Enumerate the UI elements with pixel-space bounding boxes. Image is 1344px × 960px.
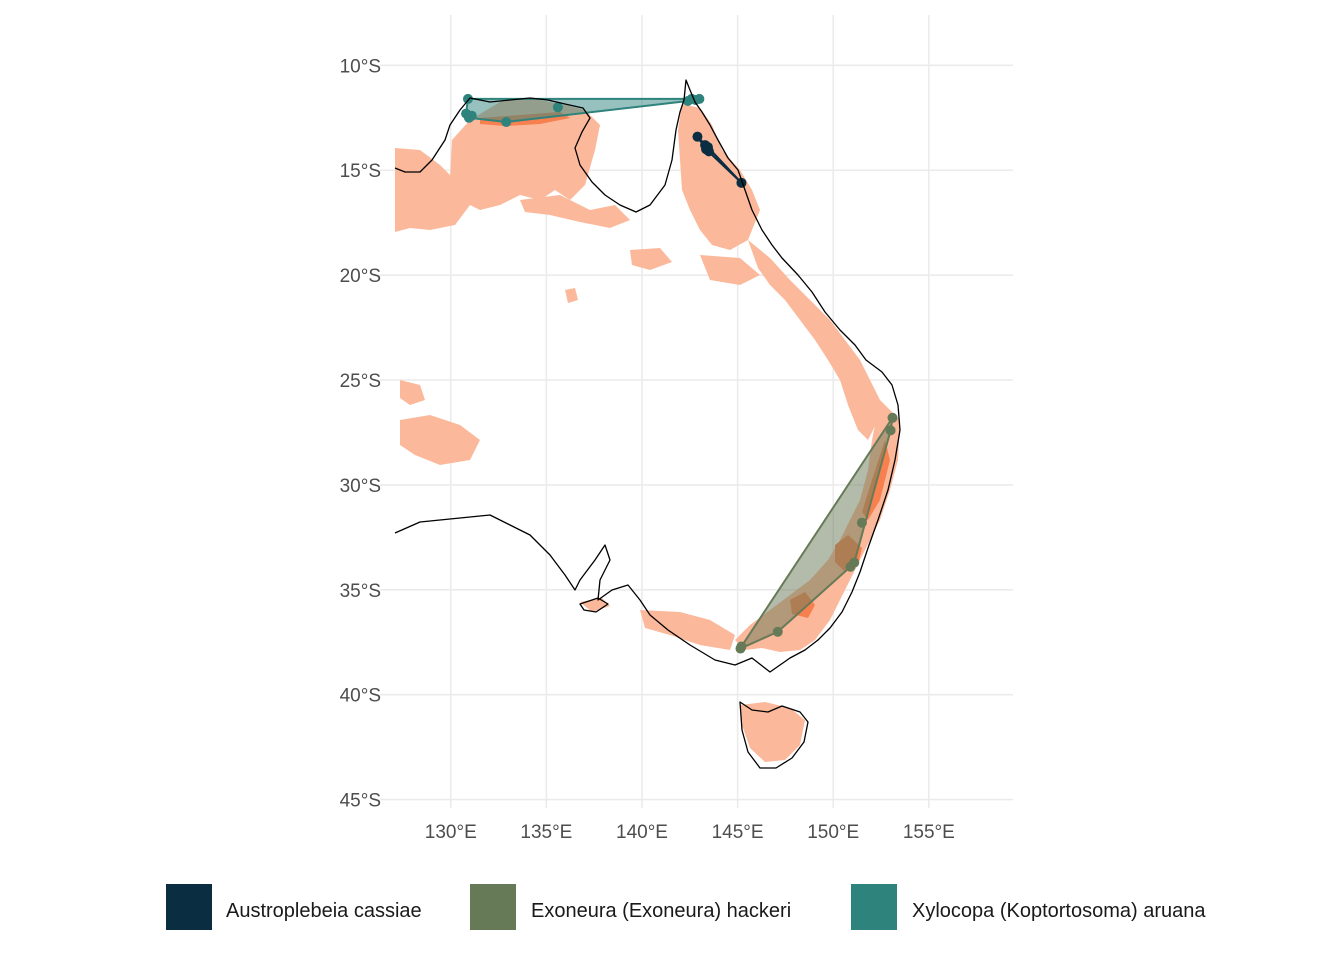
habitat-interior-3 xyxy=(565,288,578,303)
legend-label-xylocopa-aruana: Xylocopa (Koptortosoma) aruana xyxy=(912,900,1206,922)
legend-key-exoneura-hackeri xyxy=(470,884,516,930)
habitat-se-coast xyxy=(735,400,900,652)
habitat-interior-1 xyxy=(400,415,480,465)
species-occurrence-layer xyxy=(461,93,898,654)
occurrence-point-exoneura-exoneura-hackeri xyxy=(845,561,856,572)
legend-label-austroplebeia-cassiae: Austroplebeia cassiae xyxy=(226,900,422,922)
occurrence-point-xylocopa-koptortosoma-aruana xyxy=(694,93,705,104)
occurrence-point-xylocopa-koptortosoma-aruana xyxy=(463,112,474,123)
occurrence-point-exoneura-exoneura-hackeri xyxy=(772,626,783,637)
x-axis-labels: 130°E 135°E 140°E 145°E 150°E 155°E xyxy=(425,822,955,843)
range-hull-exoneura-exoneura-hackeri xyxy=(739,416,894,650)
y-tick-label: 15°S xyxy=(340,161,381,182)
habitat-layer xyxy=(395,98,900,762)
coastline-tasmania xyxy=(739,701,809,769)
occurrence-point-xylocopa-koptortosoma-aruana xyxy=(462,93,473,104)
coastline-kangaroo-island xyxy=(579,597,609,613)
occurrence-point-exoneura-exoneura-hackeri xyxy=(856,517,867,528)
occurrence-point-exoneura-exoneura-hackeri xyxy=(735,643,746,654)
habitat-kimberley xyxy=(395,148,470,232)
y-tick-label: 25°S xyxy=(340,371,381,392)
x-tick-label: 145°E xyxy=(712,822,764,843)
x-tick-label: 150°E xyxy=(807,822,859,843)
y-tick-label: 10°S xyxy=(340,56,381,77)
occurrence-point-xylocopa-koptortosoma-aruana xyxy=(552,102,563,113)
habitat-tasmania xyxy=(740,702,805,762)
habitat-interior-5 xyxy=(700,255,760,285)
legend-label-exoneura-hackeri: Exoneura (Exoneura) hackeri xyxy=(531,900,791,922)
occurrence-point-austroplebeia-cassiae xyxy=(692,131,703,142)
occurrence-point-exoneura-exoneura-hackeri xyxy=(887,412,898,423)
legend-key-austroplebeia-cassiae xyxy=(166,884,212,930)
habitat-interior-2 xyxy=(400,380,425,405)
y-tick-label: 45°S xyxy=(340,791,381,812)
x-tick-label: 135°E xyxy=(520,822,572,843)
occurrence-point-xylocopa-koptortosoma-aruana xyxy=(501,116,512,127)
habitat-gulf xyxy=(520,195,630,228)
habitat-cape-york xyxy=(678,104,760,250)
coastline xyxy=(394,79,901,769)
habitat-victoria xyxy=(640,610,735,650)
y-tick-label: 30°S xyxy=(340,476,381,497)
occurrence-point-exoneura-exoneura-hackeri xyxy=(885,425,896,436)
y-tick-label: 35°S xyxy=(340,581,381,602)
legend: Austroplebeia cassiae Exoneura (Exoneura… xyxy=(166,884,1206,930)
legend-key-xylocopa-aruana xyxy=(851,884,897,930)
habitat-top-end xyxy=(450,98,600,210)
habitat-queensland-coast xyxy=(748,240,880,440)
y-tick-label: 20°S xyxy=(340,266,381,287)
y-tick-label: 40°S xyxy=(340,686,381,707)
coastline-mainland xyxy=(394,79,901,673)
occurrence-point-austroplebeia-cassiae xyxy=(702,142,713,153)
y-axis-labels: 10°S 15°S 20°S 25°S 30°S 35°S 40°S 45°S xyxy=(340,56,381,811)
x-tick-label: 155°E xyxy=(903,822,955,843)
map-gridlines xyxy=(380,15,1013,808)
x-tick-label: 130°E xyxy=(425,822,477,843)
habitat-interior-4 xyxy=(630,248,672,270)
x-tick-label: 140°E xyxy=(616,822,668,843)
